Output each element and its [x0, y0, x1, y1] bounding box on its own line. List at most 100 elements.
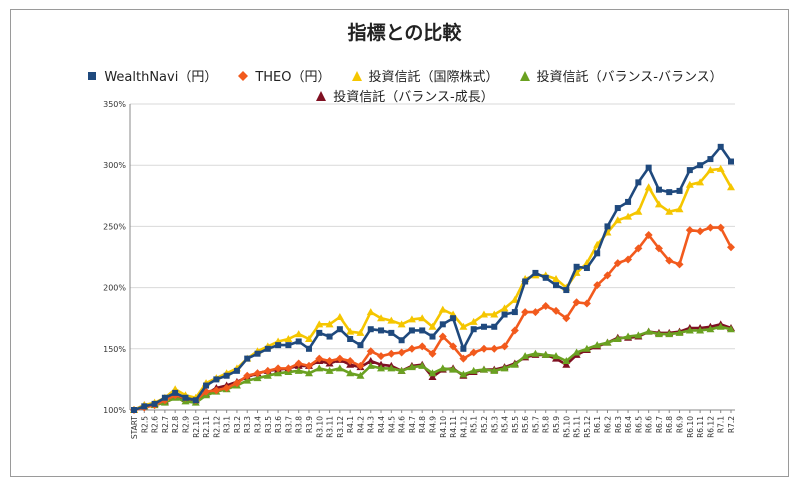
data-point [274, 364, 283, 373]
data-point [326, 333, 333, 340]
data-point [470, 326, 477, 333]
x-tick-label: R2.10 [192, 416, 201, 438]
data-point [469, 317, 478, 325]
data-point [459, 354, 468, 363]
data-point [593, 341, 602, 349]
data-point [665, 207, 674, 215]
y-tick-label: 350% [103, 100, 126, 109]
triangle-marker-icon [315, 90, 327, 102]
legend-item-theo[interactable]: THEO（円） [237, 66, 331, 85]
data-point [613, 259, 622, 268]
x-tick-label: R4.6 [398, 416, 407, 433]
data-point [459, 322, 468, 330]
data-point [552, 306, 561, 315]
data-point [244, 355, 251, 362]
data-point [479, 344, 488, 353]
data-point [697, 162, 704, 169]
x-tick-label: R3.1 [223, 416, 232, 433]
data-point [223, 372, 230, 379]
data-point [479, 310, 488, 318]
x-tick-label: R6.4 [624, 416, 633, 433]
x-tick-label: R5.2 [480, 416, 489, 433]
data-point [336, 326, 343, 333]
data-point [634, 244, 643, 253]
x-tick-label: R2.6 [151, 416, 160, 433]
data-point [418, 342, 427, 351]
x-tick-label: R5.12 [583, 416, 592, 438]
data-point [243, 371, 252, 380]
x-tick-label: R3.5 [264, 416, 273, 433]
x-tick-label: R6.12 [706, 416, 715, 438]
data-point [264, 345, 271, 352]
data-point [438, 332, 447, 341]
legend-item-balance-growth[interactable]: 投資信託（バランス-成長） [315, 86, 494, 105]
chart-title: 指標との比較 [347, 22, 462, 44]
legend-item-balance-balance[interactable]: 投資信託（バランス-バランス） [519, 66, 723, 85]
x-tick-label: R4.9 [429, 416, 438, 433]
data-point [304, 335, 313, 343]
data-point [428, 369, 437, 377]
data-point [665, 256, 674, 265]
data-point [613, 216, 622, 224]
x-tick-label: R3.2 [233, 416, 242, 433]
data-point [418, 361, 427, 369]
x-tick-label: R2.12 [212, 416, 221, 438]
x-tick-label: R6.10 [686, 416, 695, 438]
data-point [654, 330, 663, 338]
legend-label: 投資信託（バランス-成長） [333, 90, 494, 105]
data-point [532, 269, 539, 276]
data-point [366, 347, 375, 356]
data-point [644, 183, 653, 191]
data-point [233, 367, 240, 374]
data-point [203, 382, 210, 389]
data-point [624, 255, 633, 264]
data-point [356, 361, 365, 370]
x-tick-label: R6.9 [676, 416, 685, 433]
data-point [356, 371, 365, 379]
x-tick-label: R6.5 [634, 416, 643, 433]
data-point [552, 352, 561, 360]
data-point [644, 230, 653, 239]
data-point [377, 364, 386, 372]
data-point [366, 357, 375, 365]
square-marker-icon [86, 70, 98, 82]
data-point [490, 366, 499, 374]
data-point [450, 315, 457, 322]
data-point [387, 364, 396, 372]
x-tick-label: R4.1 [346, 416, 355, 433]
data-point [685, 180, 694, 188]
data-point [407, 344, 416, 353]
data-point [675, 328, 684, 336]
x-tick-label: START [130, 416, 139, 440]
data-point [449, 365, 458, 373]
x-tick-label: R7.1 [717, 416, 726, 433]
data-point [665, 330, 674, 338]
x-tick-label: R3.11 [326, 416, 335, 438]
data-point [407, 315, 416, 323]
data-point [603, 271, 612, 280]
x-tick-label: R5.7 [531, 416, 540, 433]
data-point [305, 345, 312, 352]
data-point [490, 310, 499, 318]
x-tick-label: R4.2 [356, 416, 365, 433]
legend-item-intl-stock[interactable]: 投資信託（国際株式） [351, 66, 499, 85]
x-tick-label: R4.8 [418, 416, 427, 433]
data-point [346, 357, 355, 366]
data-point [222, 383, 231, 392]
diamond-marker-icon [237, 70, 249, 82]
x-tick-label: R3.8 [295, 416, 304, 433]
x-tick-label: R3.6 [274, 416, 283, 433]
data-point [346, 327, 355, 335]
data-point [407, 363, 416, 371]
data-point [675, 205, 684, 213]
legend-item-wealthnavi[interactable]: WealthNavi（円） [86, 66, 217, 85]
data-point [274, 369, 283, 377]
data-point [707, 156, 714, 163]
data-point [727, 325, 735, 333]
data-point [397, 348, 406, 357]
data-point [315, 364, 324, 372]
data-point [161, 394, 168, 401]
data-point [634, 207, 643, 215]
data-point [510, 295, 519, 303]
